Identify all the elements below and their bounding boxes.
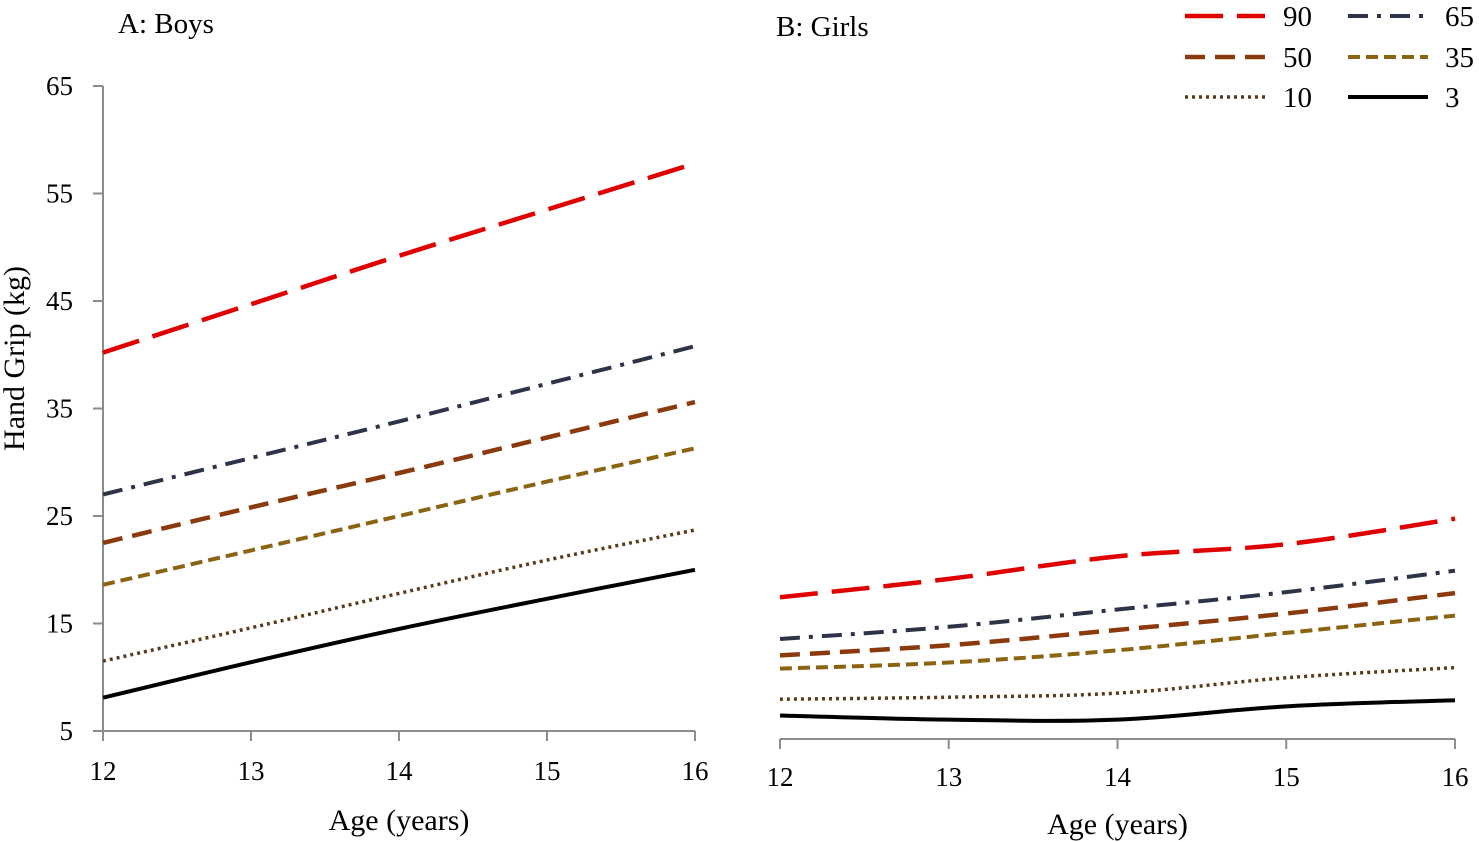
y-axis-title-boys: Hand Grip (kg) [0, 266, 31, 451]
x-tick-label: 12 [90, 756, 117, 786]
series-line-boys-50 [102, 399, 696, 546]
legend: 90 65 50 35 10 3 [1185, 1, 1474, 114]
legend-item-35: 35 [1348, 42, 1474, 74]
series-line-girls-50 [779, 590, 1456, 658]
y-tick-label: 25 [46, 501, 73, 531]
panel-boys: A: Boys 12 13 14 15 16 Age (years) 5 15 25 35 45 55 6… [0, 8, 709, 837]
panel-title-boys: A: Boys [118, 8, 214, 40]
legend-label: 50 [1283, 42, 1312, 74]
legend-item-10: 10 [1185, 82, 1312, 114]
y-tick-label: 65 [46, 71, 73, 101]
x-tick-label: 12 [767, 762, 794, 792]
legend-item-50: 50 [1185, 42, 1312, 74]
series-line-girls-10 [779, 665, 1456, 701]
x-tick-label: 16 [682, 756, 709, 786]
legend-label: 65 [1445, 1, 1474, 33]
series-line-boys-35 [102, 446, 696, 587]
series-line-girls-65 [779, 568, 1456, 641]
x-tick-label: 13 [238, 756, 265, 786]
y-tick-label: 35 [46, 394, 73, 424]
series-line-boys-10 [102, 528, 696, 663]
legend-item-3: 3 [1348, 82, 1460, 114]
y-tick-label: 5 [60, 716, 74, 746]
series-line-boys-90 [102, 161, 696, 355]
y-tick-label: 55 [46, 179, 73, 209]
x-tick-label: 14 [386, 756, 414, 786]
y-tick-label: 15 [46, 609, 73, 639]
x-tick-label: 16 [1442, 762, 1469, 792]
legend-label: 90 [1283, 1, 1312, 33]
legend-label: 3 [1445, 82, 1460, 114]
series-line-girls-90 [779, 516, 1456, 600]
legend-label: 35 [1445, 42, 1474, 74]
x-axis-title-boys: Age (years) [329, 804, 470, 837]
panel-title-girls: B: Girls [776, 11, 869, 43]
series-line-girls-3 [779, 698, 1456, 723]
x-tick-label: 15 [1273, 762, 1300, 792]
panel-girls: B: Girls 12 13 14 15 16 Age (years) [767, 11, 1469, 841]
legend-item-65: 65 [1348, 1, 1474, 33]
legend-item-90: 90 [1185, 1, 1312, 33]
series-line-boys-65 [102, 344, 696, 497]
y-tick-label: 45 [46, 286, 73, 316]
x-tick-label: 14 [1104, 762, 1132, 792]
legend-label: 10 [1283, 82, 1312, 114]
series-line-girls-35 [779, 613, 1456, 671]
series-line-boys-3 [102, 567, 696, 700]
x-axis-title-girls: Age (years) [1047, 808, 1188, 841]
x-tick-label: 15 [534, 756, 561, 786]
x-tick-label: 13 [935, 762, 962, 792]
